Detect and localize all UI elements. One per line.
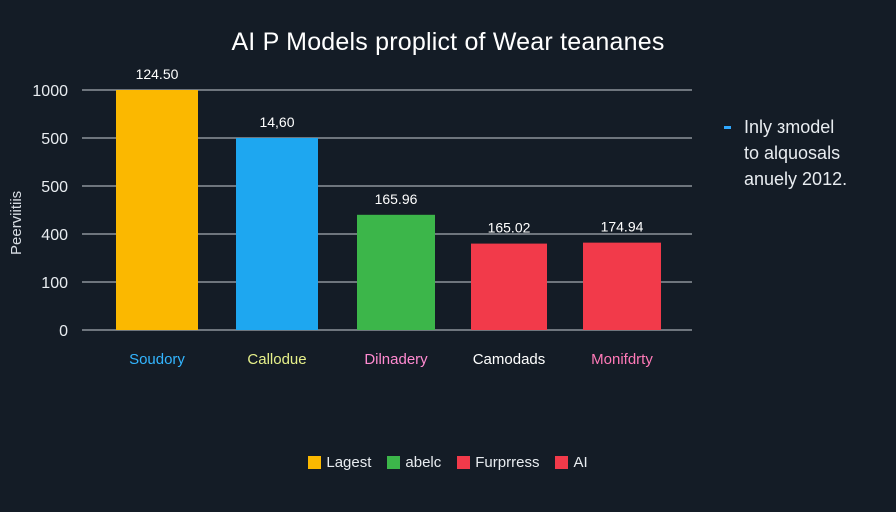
bar [357, 214, 435, 330]
legend-swatch [387, 456, 401, 469]
x-tick-label: Camodads [473, 351, 546, 368]
bar [236, 138, 318, 330]
x-tick-label: Callodue [247, 351, 306, 368]
y-tick-label: 400 [41, 227, 68, 244]
legend-label: Lagest [326, 454, 372, 471]
annotation-line: Inly зmodel [744, 117, 835, 137]
annotation-line: anuely 2012. [744, 169, 848, 189]
legend-item: abelc [387, 454, 441, 471]
data-label: 165.96 [375, 191, 418, 207]
y-tick-label: 1000 [32, 83, 68, 100]
x-tick-label: Dilnadery [364, 351, 428, 368]
legend-swatch [555, 456, 569, 469]
y-tick-label: 500 [41, 131, 68, 148]
annotation-line: to alquosals [744, 143, 841, 163]
y-tick-label: 100 [41, 275, 68, 292]
annotation: Inly зmodel to alquosals anuely 2012. [724, 114, 847, 192]
x-tick-label: Monifdrty [591, 351, 653, 368]
bar [471, 243, 547, 330]
legend-label: AI [573, 454, 588, 471]
y-tick-label: 0 [59, 323, 68, 340]
annotation-dash-icon [724, 126, 731, 129]
legend-label: abelc [405, 454, 442, 471]
data-label: 165.02 [488, 220, 531, 236]
x-tick-label: Soudory [129, 351, 185, 368]
bar [583, 242, 661, 330]
legend: Lagest abelc Furprress AI [0, 454, 896, 471]
legend-item: AI [555, 454, 588, 471]
data-label: 14,60 [259, 114, 294, 130]
legend-label: Furprress [475, 454, 540, 471]
bar [116, 90, 198, 330]
legend-item: Furprress [457, 454, 539, 471]
legend-swatch [457, 456, 471, 469]
y-tick-label: 500 [41, 179, 68, 196]
legend-swatch [308, 456, 322, 469]
chart-title: AI P Models proplict of Wear teananes [231, 28, 665, 56]
data-label: 174.94 [601, 219, 644, 235]
data-label: 124.50 [136, 66, 179, 82]
legend-item: Lagest [308, 454, 371, 471]
